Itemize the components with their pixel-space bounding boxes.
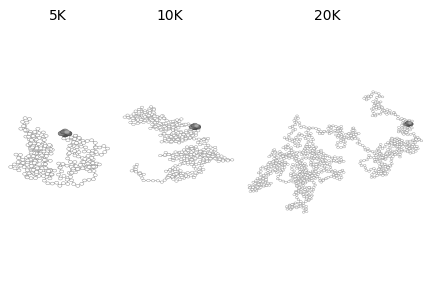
Circle shape [62, 129, 68, 133]
Circle shape [58, 131, 64, 136]
Text: 20K: 20K [313, 9, 340, 23]
Circle shape [193, 123, 197, 127]
Text: 10K: 10K [157, 9, 183, 23]
Circle shape [408, 122, 412, 124]
Circle shape [61, 130, 66, 134]
Circle shape [191, 124, 196, 127]
Circle shape [405, 122, 409, 124]
Circle shape [409, 123, 413, 126]
Text: 5K: 5K [49, 9, 67, 23]
Circle shape [61, 132, 69, 137]
Circle shape [189, 125, 194, 129]
Circle shape [404, 123, 408, 126]
Circle shape [66, 131, 72, 136]
Circle shape [195, 125, 200, 129]
Circle shape [406, 123, 411, 126]
Circle shape [192, 126, 198, 130]
Circle shape [406, 121, 410, 124]
Circle shape [194, 124, 199, 127]
Circle shape [64, 130, 70, 134]
